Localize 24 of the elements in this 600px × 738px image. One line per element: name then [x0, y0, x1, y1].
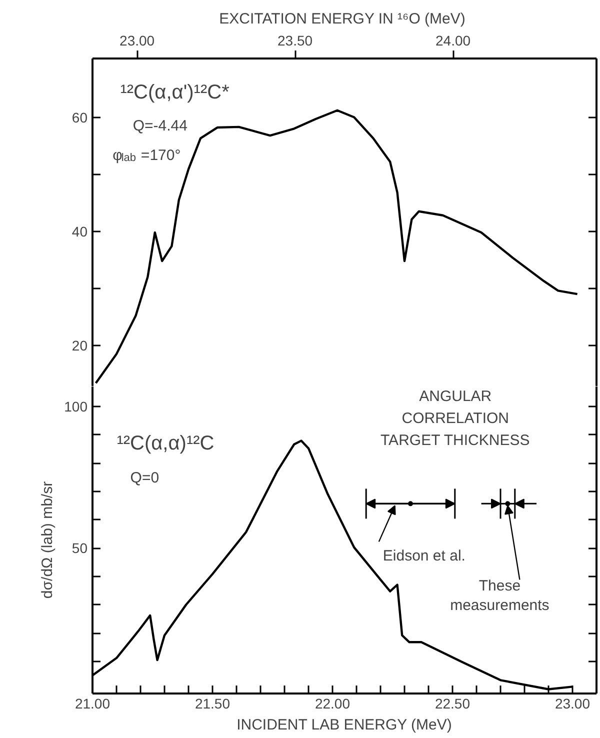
x2-tick-label: 23.50 [278, 32, 313, 48]
annotation: φlab=170° [112, 147, 181, 164]
y-tick-label: 20 [72, 337, 88, 354]
annotation: Eidson et al. [382, 548, 466, 565]
x2-tick-label: 24.00 [436, 32, 471, 48]
y-tick-label: 100 [64, 398, 88, 414]
x2-tick-label: 23.00 [120, 32, 155, 48]
y-tick-label: 50 [72, 540, 88, 556]
x-axis-title: INCIDENT LAB ENERGY (MeV) [236, 716, 452, 734]
x-tick-label: 22.50 [434, 696, 470, 712]
annotation: Q=-4.44 [132, 118, 188, 135]
y-tick-label: 40 [72, 223, 88, 240]
annotation: ¹²C(α,α')¹²C* [120, 81, 230, 104]
x-tick-label: 21.00 [74, 696, 110, 712]
x-tick-label: 22.00 [314, 696, 350, 712]
x-tick-label: 23.00 [554, 696, 590, 712]
y-tick-label: 60 [72, 109, 88, 126]
annotation: Q=0 [130, 469, 160, 486]
annotation: These measurements [450, 578, 550, 614]
x-tick-label: 21.50 [194, 696, 230, 712]
y-axis-title: dσ/dΩ (lab) mb/sr [39, 481, 56, 599]
annotation: ¹²C(α,α)¹²C [116, 432, 214, 455]
x2-axis-title: EXCITATION ENERGY IN ¹⁶O (MeV) [219, 10, 466, 28]
annotation: ANGULAR CORRELATION TARGET THICKNESS [380, 388, 530, 450]
